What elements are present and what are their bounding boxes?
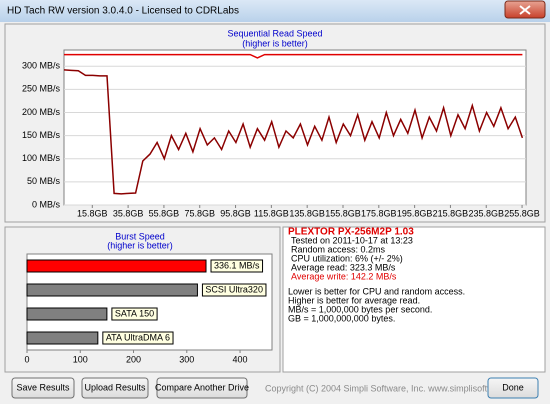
info-line: Average write: 142.2 MB/s: [291, 271, 397, 281]
x-tick-label: 255.8GB: [504, 208, 540, 218]
x-tick-label: 215.8GB: [433, 208, 469, 218]
y-tick-label: 150 MB/s: [22, 130, 61, 140]
button[interactable]: Compare Another Drive: [155, 377, 249, 399]
x-tick-label: 235.8GB: [468, 208, 504, 218]
bar: [26, 331, 99, 345]
button-label[interactable]: Compare Another Drive: [155, 382, 249, 392]
bar-label: 336.1 MB/s: [214, 260, 260, 270]
x-tick-label: 55.8GB: [149, 208, 180, 218]
x-tick-label: 300: [179, 354, 194, 364]
x-tick-label: 200: [126, 354, 141, 364]
title-bar: [0, 0, 550, 22]
bar: [26, 307, 108, 321]
series-line: [64, 53, 523, 59]
x-tick-label: 15.8GB: [77, 208, 108, 218]
info-line: Random access: 0.2ms: [291, 244, 386, 254]
bar-label-box: [210, 259, 264, 273]
bar-label: SCSI Ultra320: [205, 284, 263, 294]
button[interactable]: Upload Results: [81, 377, 149, 399]
bar-label-box: [201, 283, 267, 297]
button-label[interactable]: Save Results: [16, 382, 70, 392]
x-tick-label: 100: [73, 354, 88, 364]
info-line: Tested on 2011-10-17 at 13:23: [291, 235, 413, 245]
info-line: CPU utilization: 6% (+/- 2%): [291, 253, 403, 263]
burst-title: Burst Speed: [115, 231, 165, 241]
copyright: Copyright (C) 2004 Simpli Software, Inc.…: [265, 383, 526, 393]
x-tick-label: 175.8GB: [361, 208, 397, 218]
bar-label-box: [111, 307, 158, 321]
info-note: MB/s = 1,000,000 bytes per second.: [288, 304, 432, 314]
y-tick-label: 200 MB/s: [22, 107, 61, 117]
x-tick-label: 95.8GB: [220, 208, 251, 218]
bar-label: ATA UltraDMA 6: [106, 332, 170, 342]
button[interactable]: Save Results: [11, 377, 75, 399]
button-label[interactable]: Done: [502, 382, 524, 392]
y-tick-label: 50 MB/s: [27, 176, 61, 186]
x-tick-label: 35.8GB: [113, 208, 144, 218]
bar: [26, 283, 198, 297]
x-tick-label: 0: [24, 354, 29, 364]
info-panel: [282, 226, 546, 373]
x-tick-label: 75.8GB: [184, 208, 215, 218]
info-note: Higher is better for average read.: [288, 295, 420, 305]
window-title: HD Tach RW version 3.0.4.0 - Licensed to…: [7, 6, 239, 17]
button-face[interactable]: [11, 377, 75, 399]
button-face[interactable]: [156, 377, 248, 399]
x-tick-label: 400: [233, 354, 248, 364]
read-subtitle: (higher is better): [242, 38, 308, 48]
button-face[interactable]: [81, 377, 149, 399]
close-button[interactable]: [504, 0, 546, 19]
y-tick-label: 250 MB/s: [22, 84, 61, 94]
series-line: [63, 69, 524, 195]
y-tick-label: 300 MB/s: [22, 61, 61, 71]
info-line: Average read: 323.3 MB/s: [291, 262, 396, 272]
x-tick-label: 195.8GB: [397, 208, 433, 218]
x-tick-label: 155.8GB: [325, 208, 361, 218]
bar: [26, 259, 207, 273]
bar-label-box: [102, 331, 174, 345]
button-label[interactable]: Upload Results: [84, 382, 146, 392]
y-tick-label: 100 MB/s: [22, 153, 61, 163]
burst-subtitle: (higher is better): [107, 240, 173, 250]
drive-name: PLEXTOR PX-256M2P 1.03: [288, 227, 414, 238]
button[interactable]: Done: [487, 377, 539, 399]
bar-label: SATA 150: [115, 308, 154, 318]
x-tick-label: 115.8GB: [254, 208, 289, 218]
y-tick-label: 0 MB/s: [32, 199, 61, 209]
read-title: Sequential Read Speed: [227, 28, 322, 38]
x-tick-label: 135.8GB: [289, 208, 325, 218]
info-note: GB = 1,000,000,000 bytes.: [288, 313, 395, 323]
button-face[interactable]: [487, 377, 539, 399]
info-note: Lower is better for CPU and random acces…: [288, 286, 465, 296]
